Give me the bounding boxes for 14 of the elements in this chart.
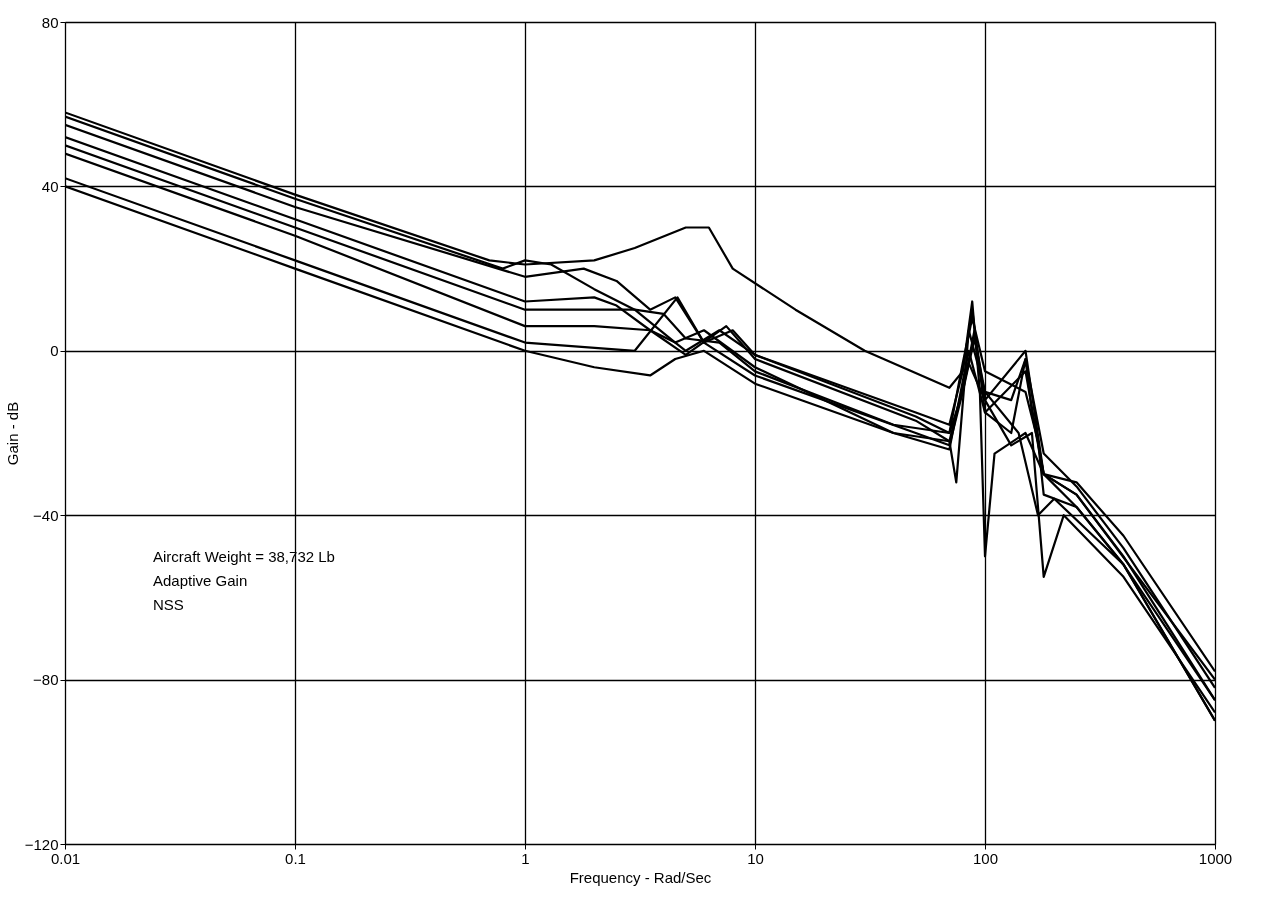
x-tick-label: 1 <box>521 849 530 867</box>
y-tick-label: −80 <box>33 671 59 689</box>
x-tick-label: 1000 <box>1198 849 1233 867</box>
annotation: NSS <box>153 596 184 613</box>
y-tick-label: 0 <box>50 342 59 360</box>
x-axis-title: Frequency - Rad/Sec <box>569 868 712 886</box>
x-tick-label: 10 <box>747 849 764 867</box>
x-tick-label: 0.1 <box>285 849 306 867</box>
annotation: Adaptive Gain <box>153 572 248 589</box>
y-tick-label: 80 <box>41 13 59 31</box>
x-tick-label: 100 <box>972 849 999 867</box>
y-tick-label: −40 <box>33 506 59 524</box>
y-tick-label: 40 <box>41 177 59 195</box>
y-axis-title: Gain - dB <box>3 401 21 466</box>
